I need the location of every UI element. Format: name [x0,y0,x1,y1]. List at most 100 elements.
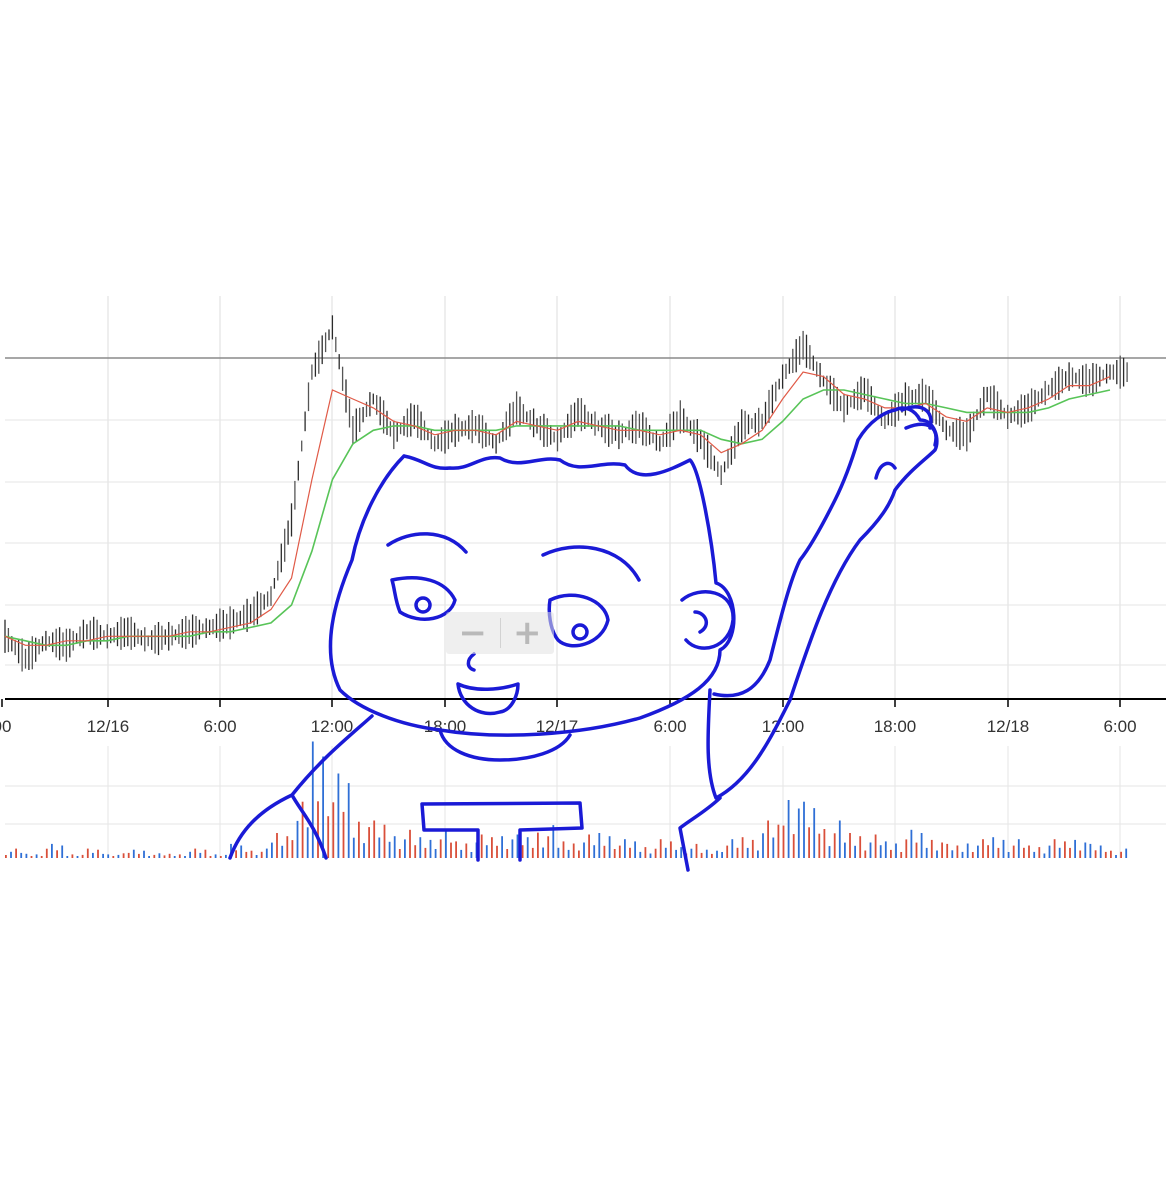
volume-bar [383,824,386,858]
doodle-pupil-right [571,623,589,641]
volume-bar [705,849,708,858]
volume-bar [818,833,821,858]
volume-bar [429,839,432,858]
volume-bar [910,829,913,858]
doodle-brow-left [386,532,468,554]
volume-bar [204,849,207,858]
volume-bar [1069,847,1071,858]
x-tick-label: 00 [0,717,11,736]
volume-bar [1048,845,1051,858]
volume-bar [30,856,33,858]
volume-bar [920,833,923,858]
volume-bar [521,845,524,858]
doodle-collar [438,728,572,762]
volume-bar [404,839,406,858]
doodle-shirt-right [678,796,722,872]
volume-bar [86,848,89,858]
volume-bar [378,837,381,858]
volume-bar [148,856,150,858]
volume-bar [1058,847,1061,858]
volume-bar [311,741,314,858]
zoom-in-button[interactable]: + [513,613,542,653]
volume-bar [915,842,918,858]
volume-bar [864,850,867,858]
x-tick-label: 6:00 [1103,717,1136,736]
volume-bar [117,854,120,858]
volume-bar [741,837,744,858]
volume-bar [700,852,703,858]
volume-bar [1002,839,1005,858]
volume-bar [388,841,391,858]
volume-bar [1110,850,1112,858]
doodle-ear-inner [693,610,709,634]
volume-bar [593,845,596,858]
volume-bar [1064,841,1066,858]
volume-bar [884,841,887,858]
volume-bar [1074,839,1076,858]
volume-bar [92,852,94,858]
volume-bar [327,816,330,858]
volume-bar [618,845,621,858]
volume-bar [695,843,698,858]
x-tick-label: 12/18 [987,717,1030,736]
volume-bar [393,836,396,858]
volume-bar [670,841,672,858]
price-candles [4,315,1128,672]
volume-bar [1012,845,1015,858]
volume-bar [281,845,284,858]
volume-bar [199,852,202,858]
volume-bar [271,842,273,858]
volume-bar [644,847,647,858]
volume-bar [56,850,58,858]
volume-bar [992,837,995,858]
volume-bar [716,850,718,858]
volume-bar [15,848,17,858]
volume-bar [1028,845,1030,858]
volume-bar [654,848,657,858]
volume-bar [946,843,949,858]
doodle-hand-fingers [874,405,938,480]
volume-bar [690,848,693,858]
volume-bar [178,854,181,858]
volume-bar [649,853,652,858]
volume-bar [562,841,565,858]
volume-bar [296,820,299,858]
volume-bar [890,849,892,858]
volume-bar [711,853,713,858]
volume-bar [721,852,723,858]
volume-bar [613,849,616,858]
volume-bar [823,829,826,858]
volume-bar [465,843,468,858]
volume-bar [787,800,790,858]
volume-bar [813,808,816,858]
volume-bar [460,849,463,858]
doodle-nose [466,652,476,672]
doodle-brow-right [541,545,641,582]
volume-bar [35,854,38,858]
volume-bar [634,841,636,858]
volume-bar [322,756,324,858]
volume-bar [347,783,350,858]
volume-bar [936,850,938,858]
volume-bar [373,820,376,858]
volume-bar [849,833,851,858]
volume-bar [997,847,1000,858]
volume-bar [1038,847,1041,858]
x-tick-label: 12:00 [762,717,805,736]
volume-bar [803,801,805,858]
volume-bar [1084,842,1087,858]
volume-bar [173,856,176,858]
zoom-out-button[interactable]: − [458,613,488,653]
volume-bar [547,836,550,858]
x-tick-label: 6:00 [203,717,236,736]
volume-bar [608,836,611,858]
doodle-shirt-letter [420,801,584,862]
volume-bar [1125,848,1128,858]
volume-bar [470,852,473,858]
volume-bar [772,837,775,858]
volume-bar [112,856,115,858]
volume-bar [409,829,411,858]
volume-bar [445,829,447,858]
doodle-arm [706,406,939,800]
volume-bar [746,847,749,858]
